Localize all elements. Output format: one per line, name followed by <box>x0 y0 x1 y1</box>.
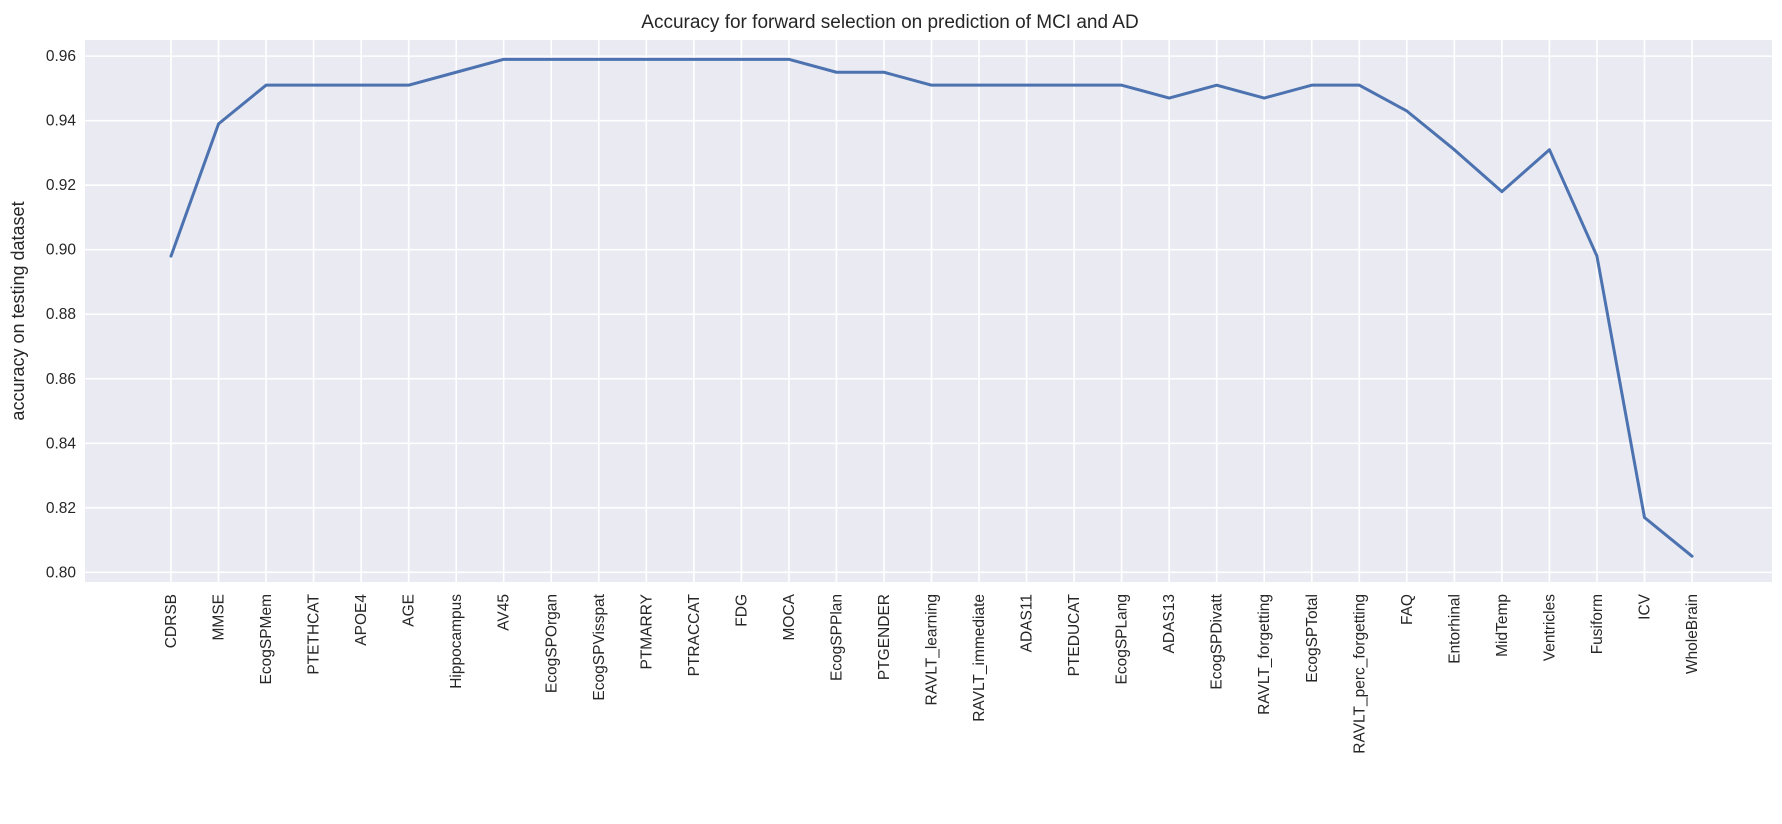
x-tick-label: Fusiform <box>1589 594 1606 654</box>
x-tick-label: ICV <box>1636 593 1653 620</box>
y-tick-label: 0.86 <box>46 371 76 388</box>
x-tick-label: PTGENDER <box>876 594 893 680</box>
x-tick-label: MMSE <box>211 594 228 641</box>
x-tick-label: EcogSPVisspat <box>591 593 608 700</box>
x-tick-label: Ventricles <box>1541 594 1558 661</box>
x-tick-label: AGE <box>401 594 418 627</box>
chart-title: Accuracy for forward selection on predic… <box>641 12 1138 33</box>
x-tick-label: WholeBrain <box>1684 594 1701 674</box>
x-tick-label: ADAS11 <box>1019 594 1036 652</box>
x-tick-label: PTEDUCAT <box>1066 593 1083 676</box>
x-tick-label: RAVLT_learning <box>924 594 941 705</box>
y-tick-labels: 0.80 0.82 0.84 0.86 0.88 0.90 0.92 0.94 0.96 <box>46 48 77 581</box>
x-tick-label: RAVLT_forgetting <box>1256 594 1273 715</box>
x-tick-label: PTMARRY <box>638 594 655 670</box>
x-tick-label: EcogSPTotal <box>1304 594 1321 683</box>
x-tick-label: Entorhinal <box>1446 594 1463 664</box>
x-tick-label: PTRACCAT <box>686 593 703 676</box>
x-tick-label: EcogSPMem <box>258 594 275 684</box>
x-tick-label: RAVLT_immediate <box>971 594 988 722</box>
x-tick-label: MOCA <box>781 593 798 640</box>
x-tick-label: ADAS13 <box>1161 594 1178 653</box>
y-gridlines <box>85 55 1772 574</box>
x-gridlines <box>170 40 1693 582</box>
plot-area <box>85 40 1772 582</box>
y-tick-label: 0.90 <box>46 242 77 259</box>
y-tick-label: 0.92 <box>46 177 76 194</box>
x-tick-label: CDRSB <box>163 594 180 648</box>
x-tick-label: MidTemp <box>1494 594 1511 657</box>
x-tick-label: EcogSPOrgan <box>543 594 560 693</box>
y-tick-label: 0.94 <box>46 113 77 130</box>
y-axis-label: accuracy on testing dataset <box>8 201 28 420</box>
x-tick-label: Hippocampus <box>448 594 465 689</box>
y-tick-label: 0.82 <box>46 500 76 517</box>
y-tick-label: 0.88 <box>46 306 76 323</box>
y-tick-label: 0.84 <box>46 435 77 452</box>
x-tick-label: APOE4 <box>353 594 370 646</box>
x-tick-label: FDG <box>733 594 750 627</box>
x-tick-labels: CDRSB MMSE EcogSPMem PTETHCAT APOE4 AGE Hippoc… <box>163 593 1701 753</box>
x-tick-label: AV45 <box>496 594 513 631</box>
x-tick-label: PTETHCAT <box>306 593 323 674</box>
y-tick-label: 0.80 <box>46 564 77 581</box>
x-tick-label: RAVLT_perc_forgetting <box>1351 594 1368 754</box>
y-tick-label: 0.96 <box>46 48 76 65</box>
accuracy-series-line <box>169 57 1694 558</box>
x-tick-label: EcogSPDivatt <box>1209 593 1226 689</box>
x-tick-label: FAQ <box>1399 594 1416 625</box>
x-tick-label: EcogSPPlan <box>828 594 845 681</box>
x-tick-label: EcogSPLang <box>1114 594 1131 685</box>
